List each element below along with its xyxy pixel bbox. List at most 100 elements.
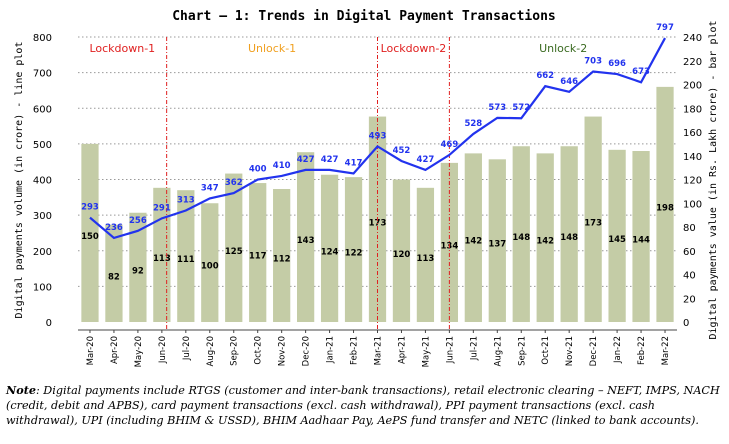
y-tick-label: 0 xyxy=(46,318,52,329)
line-value-label: 417 xyxy=(345,158,363,168)
bar-value-label: 137 xyxy=(488,240,506,250)
line-value-label: 493 xyxy=(369,131,387,141)
bar xyxy=(536,153,554,322)
phase-label: Unlock-2 xyxy=(539,42,587,55)
bar xyxy=(632,151,650,322)
line-value-label: 469 xyxy=(441,140,459,150)
line-value-label: 703 xyxy=(584,57,602,67)
x-tick-label: Dec-21 xyxy=(589,336,599,366)
bar xyxy=(273,189,291,322)
x-tick-label: Aug-21 xyxy=(493,336,503,366)
x-tick-label: Feb-21 xyxy=(350,336,360,365)
x-tick-label: Aug-20 xyxy=(206,336,216,366)
bar-value-label: 117 xyxy=(249,252,267,262)
line-value-label: 528 xyxy=(464,119,482,129)
bar-value-label: 144 xyxy=(632,236,650,246)
line-value-label: 662 xyxy=(536,71,554,81)
line-value-label: 427 xyxy=(417,155,435,165)
line-value-label: 410 xyxy=(273,161,291,171)
line-value-label: 673 xyxy=(632,67,650,77)
bar xyxy=(392,179,411,322)
bar-value-label: 142 xyxy=(464,237,482,247)
line-value-label: 646 xyxy=(560,77,578,87)
bar xyxy=(249,183,267,322)
bar-value-label: 124 xyxy=(321,247,339,257)
bar xyxy=(488,159,506,322)
y-tick-label: 200 xyxy=(33,247,52,258)
bar xyxy=(512,146,530,322)
bar xyxy=(201,203,219,322)
x-tick-label: Mar-21 xyxy=(374,336,384,365)
y2-tick-label: 80 xyxy=(683,223,696,234)
y2-tick-label: 100 xyxy=(683,199,702,210)
bar-value-label: 198 xyxy=(656,203,674,213)
line-value-label: 427 xyxy=(297,155,315,165)
bar-value-label: 148 xyxy=(512,233,530,243)
bar xyxy=(344,177,363,322)
y2-tick-label: 60 xyxy=(683,247,696,258)
line-value-label: 572 xyxy=(512,103,530,113)
line-value-label: 452 xyxy=(393,146,411,156)
bar-value-label: 100 xyxy=(201,262,219,272)
line-value-label: 797 xyxy=(656,23,674,33)
y-tick-label: 300 xyxy=(33,211,52,222)
bar-value-label: 150 xyxy=(81,232,99,242)
bar xyxy=(416,187,435,322)
line-value-label: 427 xyxy=(321,155,339,165)
bar xyxy=(225,173,243,322)
bar xyxy=(105,224,123,322)
x-tick-label: Jun-21 xyxy=(445,336,455,364)
x-tick-label: Jul-20 xyxy=(182,336,192,361)
bar xyxy=(81,143,99,322)
line-value-label: 293 xyxy=(81,203,99,213)
y2-tick-label: 40 xyxy=(683,271,696,282)
line-value-label: 256 xyxy=(129,216,147,226)
y-tick-label: 600 xyxy=(33,104,52,115)
line-value-label: 291 xyxy=(153,203,171,213)
x-tick-label: May-20 xyxy=(134,336,144,367)
line-value-label: 313 xyxy=(177,195,195,205)
bar xyxy=(320,174,339,322)
x-tick-label: Dec-20 xyxy=(302,336,312,366)
bar xyxy=(584,116,602,322)
bar xyxy=(464,153,482,322)
bar-value-label: 122 xyxy=(345,249,363,259)
bar xyxy=(656,86,674,322)
y2-tick-label: 240 xyxy=(683,33,702,44)
bar-value-label: 143 xyxy=(297,236,315,246)
volume-line xyxy=(89,37,666,240)
x-tick-label: Feb-22 xyxy=(637,336,647,365)
footnote: Note: Digital payments include RTGS (cus… xyxy=(6,383,726,428)
bar-value-label: 142 xyxy=(536,237,554,247)
note-label: Note xyxy=(6,383,36,397)
bar-value-label: 173 xyxy=(584,218,602,228)
bar xyxy=(129,212,147,322)
x-tick-label: Apr-20 xyxy=(110,336,120,364)
bar-value-label: 113 xyxy=(417,254,435,264)
x-tick-label: Jan-22 xyxy=(613,336,623,364)
bar xyxy=(560,146,578,322)
bar-value-label: 111 xyxy=(177,255,195,265)
y-axis-label: Digital payments volume (in crore) - lin… xyxy=(14,42,25,319)
x-tick-label: Jan-21 xyxy=(326,336,336,364)
phase-label: Lockdown-2 xyxy=(381,42,447,55)
chart-title: Chart – 1: Trends in Digital Payment Tra… xyxy=(172,9,556,24)
y2-tick-label: 140 xyxy=(683,152,702,163)
y2-axis-label: Digital payments value (in Rs. Lakh cror… xyxy=(708,20,719,339)
y2-tick-label: 180 xyxy=(683,104,702,115)
line-value-label: 400 xyxy=(249,165,267,175)
y2-tick-label: 0 xyxy=(683,318,689,329)
x-tick-label: Nov-21 xyxy=(565,336,575,366)
bar-value-label: 120 xyxy=(393,250,411,260)
phase-label: Unlock-1 xyxy=(248,42,296,55)
y-tick-label: 800 xyxy=(33,33,52,44)
line-value-label: 573 xyxy=(488,103,506,113)
bar-value-label: 125 xyxy=(225,247,243,257)
chart: Chart – 1: Trends in Digital Payment Tra… xyxy=(14,9,719,367)
x-tick-label: Nov-20 xyxy=(278,336,288,366)
x-tick-label: Oct-20 xyxy=(254,336,264,365)
y2-tick-label: 20 xyxy=(683,294,696,305)
y2-tick-label: 120 xyxy=(683,176,702,187)
bar xyxy=(608,149,626,322)
y2-tick-label: 160 xyxy=(683,128,702,139)
